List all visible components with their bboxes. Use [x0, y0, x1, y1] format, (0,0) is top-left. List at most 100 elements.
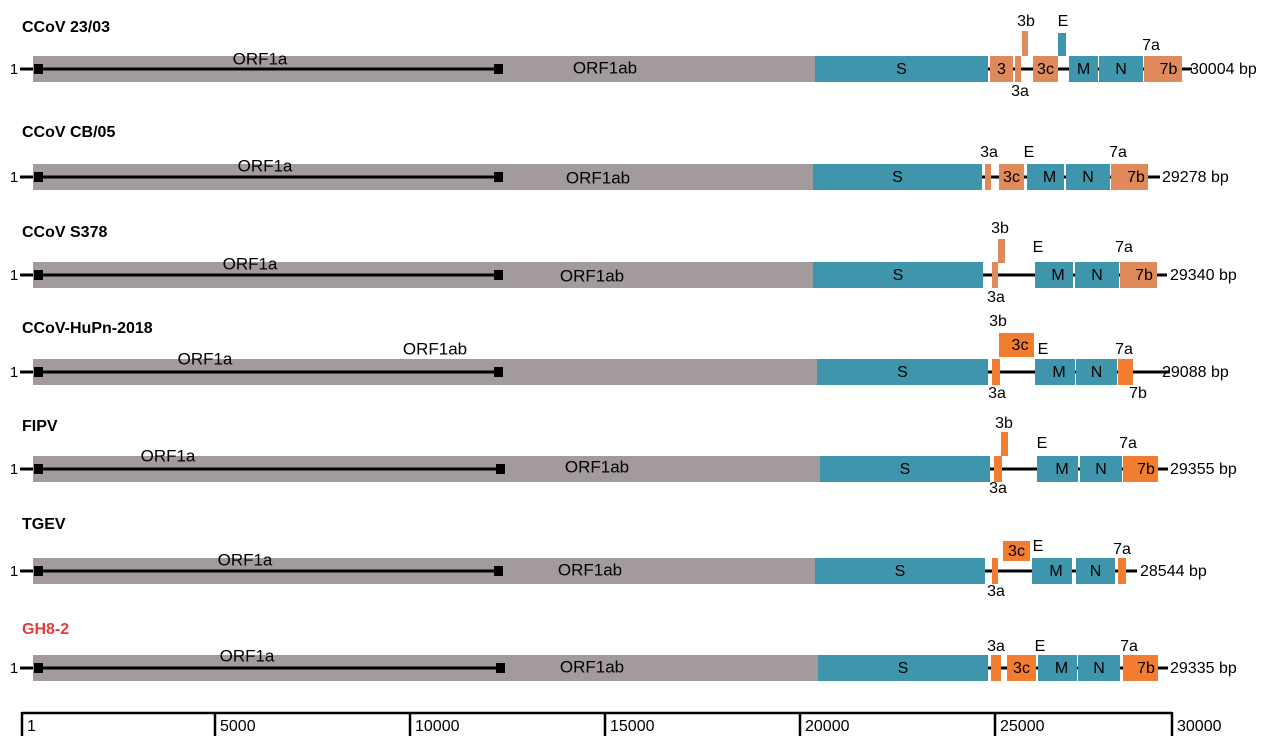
gene-3b-label: 3b: [995, 415, 1013, 432]
gene-3b-box: [998, 239, 1005, 263]
gene-n-label: N: [1115, 61, 1127, 78]
gene-s-label: S: [893, 267, 904, 284]
gene-n-box: [1076, 359, 1117, 385]
gene-n-box: [1066, 164, 1110, 190]
gene-3a-box: [992, 262, 998, 288]
genome-title: CCoV CB/05: [22, 124, 115, 141]
gene-7a-label: 7a: [1119, 435, 1137, 452]
gene-e-label: E: [1058, 13, 1069, 30]
start-label: 1: [10, 364, 18, 381]
genome-length-label: 29335 bp: [1170, 660, 1237, 677]
gene-n-box: [1076, 558, 1115, 584]
genome-title: CCoV-HuPn-2018: [22, 320, 153, 337]
genome-length-label: 29355 bp: [1170, 461, 1237, 478]
gene-3a-box: [1015, 56, 1021, 82]
gene-3c-box: [1003, 541, 1030, 561]
gene-m-box: [1046, 655, 1077, 681]
gene-3a-box: [992, 558, 998, 584]
gene-7b-label: 7b: [1137, 660, 1155, 677]
gene-3c-label: 3c: [1013, 660, 1030, 677]
gene-m-box: [1040, 558, 1072, 584]
genome-length-label: 29278 bp: [1162, 169, 1229, 186]
gene-3c-label: 3c: [1008, 543, 1025, 560]
orf1a-end-marker: [494, 270, 503, 280]
gene-m-label: M: [1051, 267, 1064, 284]
gene-e-box: [1038, 655, 1046, 681]
gene-7b-label: 7b: [1160, 61, 1178, 78]
orf1ab-label: ORF1ab: [565, 457, 629, 476]
gene-3a-label: 3a: [989, 480, 1007, 497]
gene-s-label: S: [898, 660, 909, 677]
scale-tick-label: 10000: [415, 718, 460, 735]
gene-3a-label: 3a: [980, 144, 998, 161]
gene-s-box: [815, 558, 985, 584]
gene-3-box: [990, 56, 1013, 82]
gene-7a-box: [1111, 164, 1124, 190]
orf1ab-label: ORF1ab: [560, 266, 624, 285]
genome-length-label: 28544 bp: [1140, 563, 1207, 580]
scale-tick-label: 30000: [1177, 718, 1222, 735]
gene-s-label: S: [892, 169, 903, 186]
start-label: 1: [10, 169, 18, 186]
gene-e-label: E: [1035, 638, 1046, 655]
gene-7b-box: [1124, 164, 1148, 190]
gene-7b-label: 7b: [1135, 267, 1153, 284]
gene-n-box: [1080, 456, 1122, 482]
gene-3b-box: [999, 333, 1006, 357]
gene-7a-label: 7a: [1142, 37, 1160, 54]
scale-tick-label: 20000: [805, 718, 850, 735]
gene-e-box: [1032, 558, 1040, 584]
orf1a-label: ORF1a: [233, 49, 288, 68]
start-label: 1: [10, 660, 18, 677]
gene-7a-label: 7a: [1120, 638, 1138, 655]
gene-e-label: E: [1024, 144, 1035, 161]
gene-7a-label: 7a: [1113, 541, 1131, 558]
orf1a-start-marker: [34, 367, 43, 377]
gene-s-box: [813, 164, 982, 190]
gene-7a-box: [1144, 56, 1155, 82]
gene-s-box: [817, 359, 988, 385]
genome-row: GH8-2 1 ORF1a ORF1ab S 3a 3c EM N 7a 7b 29335 bp: [10, 621, 1237, 681]
start-label: 1: [10, 267, 18, 284]
genome-title: GH8-2: [22, 621, 69, 638]
gene-s-box: [818, 655, 988, 681]
gene-3c-label: 3c: [1037, 61, 1054, 78]
gene-7b-box: [1134, 456, 1158, 482]
orf1ab-label: ORF1ab: [566, 168, 630, 187]
gene-e-box: [1027, 164, 1035, 190]
gene-7b-label: 7b: [1129, 385, 1147, 402]
gene-3a-label: 3a: [987, 289, 1005, 306]
gene-n-label: N: [1091, 267, 1103, 284]
gene-n-label: N: [1091, 364, 1103, 381]
scale-tick-label: 25000: [1000, 718, 1045, 735]
orf1a-label: ORF1a: [218, 550, 273, 569]
gene-3a-box: [994, 456, 1002, 482]
gene-3c-box: [1006, 333, 1034, 357]
orf1ab-label: ORF1ab: [403, 339, 467, 358]
gene-n-label: N: [1095, 461, 1107, 478]
orf1ab-label: ORF1ab: [573, 58, 637, 77]
gene-3a-label: 3a: [987, 583, 1005, 600]
gene-7b-box: [1128, 359, 1133, 385]
gene-7a-label: 7a: [1109, 144, 1127, 161]
orf1ab-label: ORF1ab: [560, 657, 624, 676]
gene-7b-box: [1131, 262, 1157, 288]
gene-e-box: [1037, 456, 1046, 482]
gene-n-box: [1099, 56, 1143, 82]
gene-7a-box: [1123, 655, 1134, 681]
gene-s-label: S: [896, 61, 907, 78]
gene-7a-label: 7a: [1115, 239, 1133, 256]
genome-length-label: 30004 bp: [1190, 61, 1257, 78]
gene-7a-box: [1118, 558, 1126, 584]
gene-s-box: [813, 262, 983, 288]
genome-title: FIPV: [22, 418, 58, 435]
gene-m-box: [1043, 262, 1073, 288]
gene-s-box: [815, 56, 988, 82]
orf1a-label: ORF1a: [223, 254, 278, 273]
orf1a-start-marker: [34, 270, 43, 280]
gene-7a-box: [1123, 456, 1134, 482]
start-label: 1: [10, 461, 18, 478]
genome-row: CCoV-HuPn-2018 1 ORF1a ORF1ab S 3a 3b 3c EM N 7a 7b…: [10, 313, 1229, 402]
